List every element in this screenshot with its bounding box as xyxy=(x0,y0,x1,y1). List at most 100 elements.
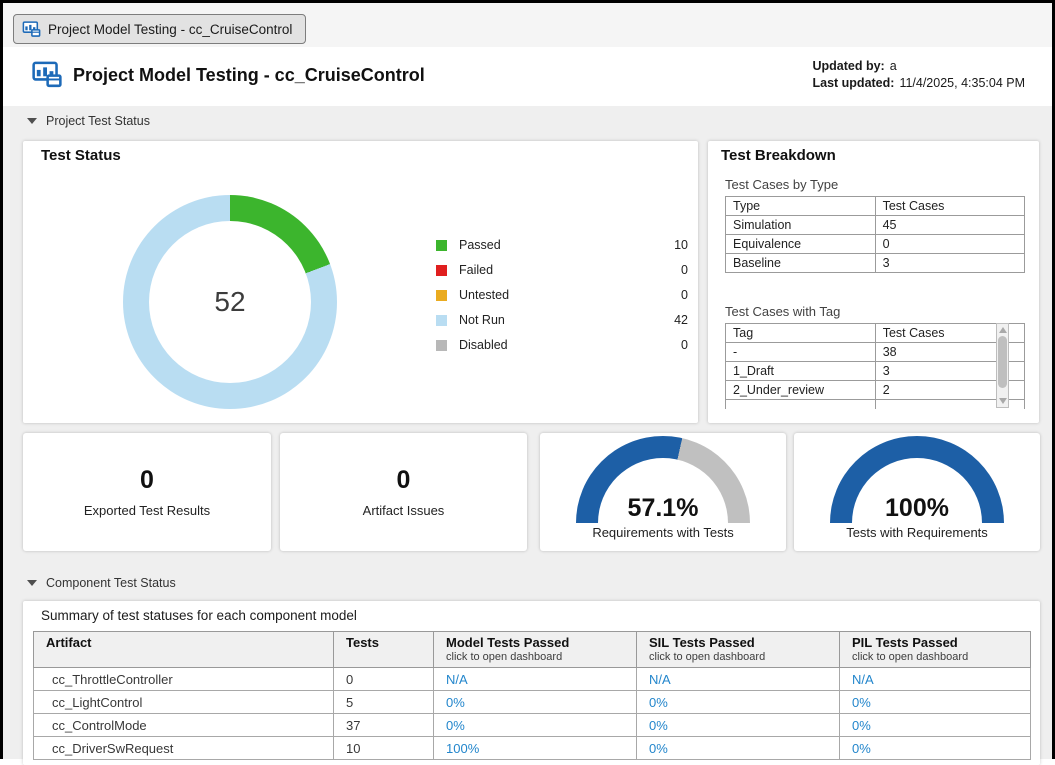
table-row: - 38 xyxy=(725,342,1025,362)
tab-project-model-testing[interactable]: Project Model Testing - cc_CruiseControl xyxy=(13,14,307,44)
table-row: cc_LightControl 5 0% 0% 0% xyxy=(33,690,1031,714)
pil-tests-link[interactable]: 0% xyxy=(852,694,871,710)
table-row: cc_ControlMode 37 0% 0% 0% xyxy=(33,713,1031,737)
pil-tests-link[interactable]: 0% xyxy=(852,717,871,733)
col-header: Test Cases xyxy=(874,323,1025,343)
section-label-text: Project Test Status xyxy=(46,114,150,128)
passed-swatch xyxy=(436,239,447,251)
component-table-caption: Summary of test statuses for each compon… xyxy=(41,608,357,623)
table-row: Simulation 45 xyxy=(725,215,1026,235)
sil-tests-link[interactable]: N/A xyxy=(649,671,671,687)
col-header-model-tests: Model Tests Passed click to open dashboar… xyxy=(433,631,637,668)
last-updated-value: 11/4/2025, 4:35:04 PM xyxy=(899,76,1025,90)
table-row: 1_Draft 3 xyxy=(725,361,1025,381)
requirements-gauge-chart[interactable]: 57.1% xyxy=(576,436,750,523)
metric-label: Tests with Requirements xyxy=(846,525,988,540)
page-title: Project Model Testing - cc_CruiseControl xyxy=(73,64,425,85)
model-tests-link[interactable]: N/A xyxy=(446,671,468,687)
not-run-swatch xyxy=(436,314,447,326)
test-breakdown-panel: Test Breakdown Test Cases by Type Type T… xyxy=(708,141,1039,423)
col-header-pil-tests: PIL Tests Passed click to open dashboard xyxy=(839,631,1031,668)
table-header-row: Artifact Tests Model Tests Passed click t… xyxy=(33,631,1031,668)
failed-swatch xyxy=(436,264,447,276)
scrollbar-thumb[interactable] xyxy=(998,336,1007,388)
table-header-row: Tag Test Cases xyxy=(725,323,1025,343)
col-header-sil-tests: SIL Tests Passed click to open dashboard xyxy=(636,631,840,668)
section-component-test-status[interactable]: Component Test Status xyxy=(27,576,176,590)
tag-table-scrollbar[interactable] xyxy=(996,323,1009,408)
test-cases-by-type-table: Type Test Cases Simulation 45 Equivalenc… xyxy=(725,196,1026,273)
pil-tests-link[interactable]: N/A xyxy=(852,671,874,687)
test-status-donut-chart[interactable]: 52 xyxy=(123,195,337,409)
col-header-artifact: Artifact xyxy=(33,631,334,668)
metric-value: 0 xyxy=(396,466,411,494)
legend-label: Untested xyxy=(459,288,510,302)
test-cases-with-tag-table: Tag Test Cases - 38 1_Draft 3 2_Under_re… xyxy=(725,323,1025,409)
table-row: cc_DriverSwRequest 10 100% 0% 0% xyxy=(33,736,1031,760)
last-updated-label: Last updated: xyxy=(812,76,895,90)
tests-with-requirements-card: 100% Tests with Requirements xyxy=(794,433,1040,551)
untested-swatch xyxy=(436,289,447,301)
test-status-title: Test Status xyxy=(41,147,121,164)
scroll-up-icon[interactable] xyxy=(999,327,1007,333)
section-project-test-status[interactable]: Project Test Status xyxy=(27,114,150,128)
disabled-swatch xyxy=(436,339,447,351)
metric-label: Exported Test Results xyxy=(83,503,211,518)
updated-by-label: Updated by: xyxy=(812,59,885,73)
metric-value: 0 xyxy=(140,466,154,494)
by-type-subtitle: Test Cases by Type xyxy=(725,177,839,192)
collapse-triangle-icon xyxy=(27,118,37,124)
table-row: cc_ThrottleController 0 N/A N/A N/A xyxy=(33,667,1031,691)
legend-value: 0 xyxy=(681,263,688,277)
col-header: Tag xyxy=(725,323,876,343)
donut-hole: 52 xyxy=(149,221,311,383)
gauge-value: 100% xyxy=(885,494,949,522)
table-row-partial xyxy=(725,399,1025,409)
legend-label: Failed xyxy=(459,263,494,277)
legend-item-failed: Failed 0 xyxy=(436,263,688,277)
section-label-text: Component Test Status xyxy=(46,576,176,590)
model-tests-link[interactable]: 0% xyxy=(446,717,465,733)
metric-label: Artifact Issues xyxy=(362,503,445,518)
donut-total: 52 xyxy=(214,286,246,317)
legend-label: Passed xyxy=(459,238,501,252)
tests-gauge-chart[interactable]: 100% xyxy=(830,436,1004,523)
legend-value: 0 xyxy=(681,288,688,302)
dashboard-icon-large xyxy=(32,61,62,88)
pil-tests-link[interactable]: 0% xyxy=(852,740,871,756)
table-header-row: Type Test Cases xyxy=(725,196,1026,216)
collapse-triangle-icon xyxy=(27,580,37,586)
requirements-with-tests-card: 57.1% Requirements with Tests xyxy=(540,433,786,551)
test-status-panel: Test Status 52 Passed 10 Failed 0 Untest… xyxy=(23,141,698,423)
col-header-tests: Tests xyxy=(333,631,434,668)
sil-tests-link[interactable]: 0% xyxy=(649,740,668,756)
sil-tests-link[interactable]: 0% xyxy=(649,694,668,710)
exported-test-results-card: 0 Exported Test Results xyxy=(23,433,271,551)
artifact-issues-card: 0 Artifact Issues xyxy=(280,433,527,551)
table-row: Equivalence 0 xyxy=(725,234,1026,254)
legend-item-disabled: Disabled 0 xyxy=(436,338,688,352)
updated-by-value: a xyxy=(889,59,897,73)
tab-strip: Project Model Testing - cc_CruiseControl xyxy=(3,3,1052,47)
legend-label: Disabled xyxy=(459,338,508,352)
col-header: Type xyxy=(725,196,876,216)
legend-item-passed: Passed 10 xyxy=(436,238,688,252)
col-header: Test Cases xyxy=(874,196,1026,216)
scroll-down-icon[interactable] xyxy=(999,398,1007,404)
sil-tests-link[interactable]: 0% xyxy=(649,717,668,733)
model-tests-link[interactable]: 0% xyxy=(446,694,465,710)
table-row: 2_Under_review 2 xyxy=(725,380,1025,400)
component-test-status-panel: Summary of test statuses for each compon… xyxy=(23,601,1040,765)
tag-table-viewport: Tag Test Cases - 38 1_Draft 3 2_Under_re… xyxy=(725,323,1025,409)
update-info: Updated by: a Last updated: 11/4/2025, 4:3… xyxy=(812,58,1025,92)
model-tests-link[interactable]: 100% xyxy=(446,740,480,756)
table-row: Baseline 3 xyxy=(725,253,1026,273)
legend-item-not-run: Not Run 42 xyxy=(436,313,688,327)
metric-label: Requirements with Tests xyxy=(592,525,734,540)
test-status-legend: Passed 10 Failed 0 Untested 0 Not Run 42… xyxy=(436,238,688,364)
tab-label: Project Model Testing - cc_CruiseControl xyxy=(48,21,293,37)
with-tag-subtitle: Test Cases with Tag xyxy=(725,304,841,319)
page-header: Project Model Testing - cc_CruiseControl… xyxy=(3,47,1052,106)
legend-value: 0 xyxy=(681,338,688,352)
